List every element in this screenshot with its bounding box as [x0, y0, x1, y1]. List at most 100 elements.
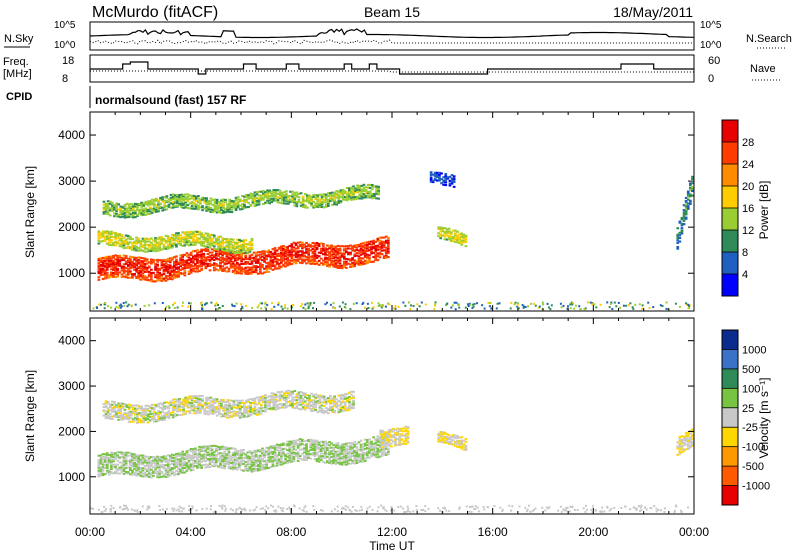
power-cell: [312, 195, 315, 198]
power-cell: [108, 231, 111, 234]
power-cell: [330, 257, 333, 260]
velocity-cell: [252, 463, 256, 466]
power-cell: [354, 196, 357, 199]
velocity-cell: [259, 449, 262, 452]
power-ground-cell: [355, 302, 358, 305]
power-cell: [196, 230, 199, 233]
velocity-cell: [204, 460, 208, 463]
power-cell: [297, 192, 301, 195]
power-cell: [112, 261, 115, 264]
velocity-cell: [374, 452, 378, 455]
power-cell: [215, 211, 219, 214]
power-cell: [187, 231, 191, 234]
power-cell: [259, 272, 262, 275]
velocity-cell: [202, 447, 206, 450]
power-cell: [103, 239, 107, 242]
power-cell: [114, 266, 117, 269]
noise-search-series: [89, 39, 694, 45]
velocity-cell: [269, 445, 273, 448]
power-cell: [191, 241, 195, 244]
velocity-cell: [178, 401, 181, 404]
power-cell: [380, 242, 384, 245]
power-cell: [288, 244, 292, 247]
power-cell: [108, 235, 111, 238]
power-cell: [440, 172, 443, 175]
velocity-cell: [324, 451, 327, 454]
power-cell: [105, 230, 109, 233]
power-cell: [206, 237, 210, 240]
velocity-cell: [110, 461, 113, 464]
power-cell: [110, 257, 113, 260]
power-cell: [116, 269, 120, 272]
velocity-cell: [133, 465, 136, 468]
power-cell: [322, 195, 326, 198]
power-cell: [266, 196, 269, 199]
velocity-cell: [271, 463, 275, 466]
power-cell: [310, 195, 313, 198]
power-cell: [287, 202, 290, 205]
power-cell: [206, 234, 210, 237]
velocity-cell: [324, 452, 327, 455]
velocity-cell: [115, 406, 118, 409]
velocity-cell: [156, 464, 159, 467]
velocity-cell: [105, 469, 109, 472]
power-cell: [234, 209, 238, 212]
velocity-cell: [287, 389, 290, 392]
power-cell: [240, 270, 243, 273]
power-cell: [262, 193, 265, 196]
power-cell: [140, 203, 143, 206]
velocity-cell: [269, 466, 273, 468]
power-cell: [368, 183, 372, 186]
velocity-cell: [244, 464, 248, 466]
power-cell: [282, 259, 285, 262]
velocity-cell: [129, 412, 133, 415]
power-cell: [334, 247, 338, 250]
power-cell: [338, 259, 342, 262]
power-cell: [154, 243, 157, 246]
power-cell: [224, 201, 227, 204]
power-cell: [326, 244, 329, 247]
power-cell: [209, 206, 213, 209]
velocity-cell: [277, 454, 281, 457]
power-cell: [331, 199, 334, 202]
power-ground-cell: [344, 303, 347, 306]
power-cell: [186, 204, 190, 207]
power-cell: [678, 236, 682, 239]
velocity-cell: [197, 399, 200, 402]
power-cell: [286, 253, 289, 256]
power-cell: [272, 193, 276, 196]
power-ground-cell: [641, 307, 644, 310]
velocity-cell: [219, 466, 222, 469]
velocity-cell: [340, 448, 344, 451]
velocity-cell: [124, 471, 128, 473]
velocity-cell: [336, 450, 340, 453]
velocity-cell: [181, 458, 185, 461]
power-ground-cell: [153, 302, 156, 305]
power-cell: [129, 235, 132, 238]
power-cell: [105, 271, 109, 274]
power-cell: [180, 206, 183, 209]
velocity-cell: [273, 453, 277, 456]
velocity-cell: [112, 453, 115, 456]
power-cell: [263, 258, 266, 261]
velocity-cell: [250, 451, 254, 454]
power-cell: [217, 247, 220, 250]
velocity-cell: [177, 463, 180, 465]
power-cell: [217, 236, 220, 239]
power-cell: [236, 253, 239, 256]
power-cell: [146, 209, 150, 212]
velocity-cell: [106, 402, 110, 405]
power-cell: [233, 259, 237, 262]
power-cell: [351, 249, 354, 252]
power-cell: [340, 267, 344, 270]
power-cell: [250, 243, 254, 246]
power-cell: [177, 270, 180, 273]
velocity-cell: [259, 462, 262, 465]
power-cell: [443, 238, 447, 241]
power-ground-cell: [245, 304, 247, 307]
velocity-cell: [357, 461, 361, 464]
power-cell: [120, 257, 124, 260]
power-ground-cell: [591, 303, 594, 306]
power-cell: [345, 247, 348, 250]
velocity-cell: [110, 458, 113, 461]
